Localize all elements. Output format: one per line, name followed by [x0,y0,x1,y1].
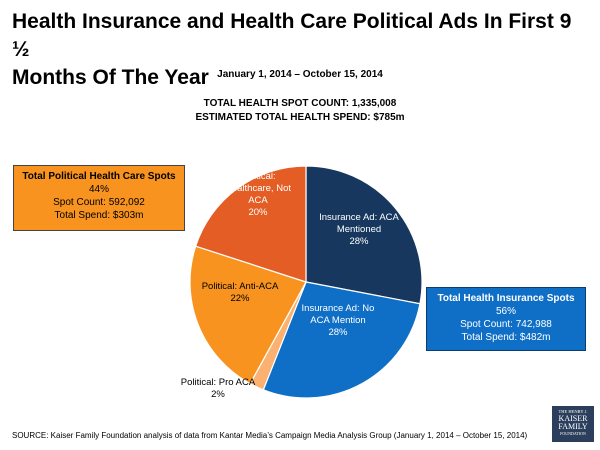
kff-logo: THE HENRY J. KAISER FAMILY FOUNDATION [552,406,594,442]
title-line-1: Health Insurance and Health Care Politic… [12,10,572,61]
pie-slice-political-anti-aca [189,245,307,385]
political-callout: Total Political Health Care Spots 44% Sp… [13,165,185,231]
insurance-callout-spot-count: Spot Count: 742,988 [460,319,552,330]
political-callout-spot-count: Spot Count: 592,092 [53,197,145,208]
pie-slice-insurance-ad-no-aca-mention [262,281,421,399]
political-callout-percent: 44% [88,184,109,195]
total-spot-count: TOTAL HEALTH SPOT COUNT: 1,335,008 [203,98,397,109]
logo-line-1: THE HENRY J. [558,409,588,414]
title-line-2: Months Of The Year [12,66,209,89]
page-title: Health Insurance and Health Care Politic… [12,8,572,92]
pie-slice-insurance-ad-aca-mentioned [305,165,423,305]
pie-label-political-healthcare-not-aca: Political: Healthcare, Not ACA 20% [225,171,291,218]
pie-label-insurance-ad-aca-mentioned: Insurance Ad: ACA Mentioned 28% [319,212,399,247]
pie-label-insurance-ad-no-aca-mention: Insurance Ad: No ACA Mention 28% [302,303,375,338]
political-callout-spend: Total Spend: $303m [54,210,144,221]
logo-line-2: KAISER [558,414,588,423]
date-range: January 1, 2014 – October 15, 2014 [217,69,383,80]
insurance-callout-spend: Total Spend: $482m [461,332,551,343]
pie-label-political-anti-aca: Political: Anti-ACA 22% [202,281,279,304]
insurance-callout: Total Health Insurance Spots 56% Spot Co… [426,287,586,351]
source-note: SOURCE: Kaiser Family Foundation analysi… [12,431,528,440]
logo-line-4: FOUNDATION [560,431,586,436]
logo-line-3: FAMILY [558,422,588,431]
insurance-callout-percent: 56% [495,306,516,317]
political-callout-title: Total Political Health Care Spots [22,171,176,182]
insurance-callout-title: Total Health Insurance Spots [437,293,575,304]
pie-slice-political-healthcare-not-aca [194,165,307,283]
total-spend: ESTIMATED TOTAL HEALTH SPEND: $785m [195,112,405,123]
pie-label-political-pro-aca: Political: Pro ACA 2% [181,377,256,400]
